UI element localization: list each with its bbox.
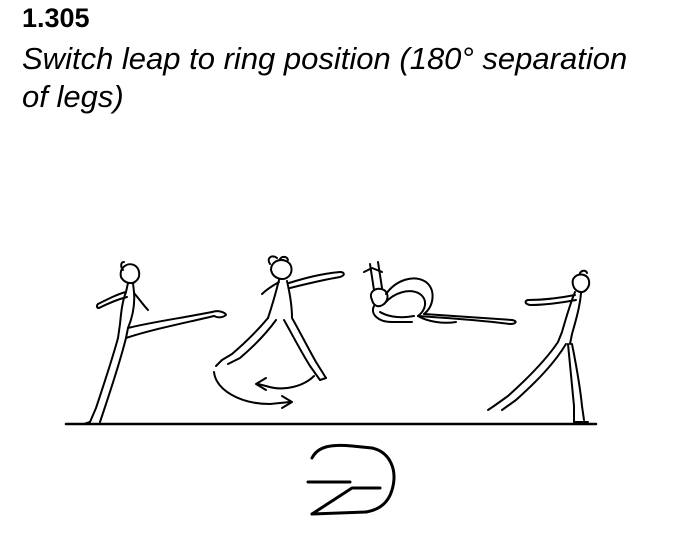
element-description: Switch leap to ring position (180° separ… (22, 41, 628, 114)
leap-illustration (0, 240, 683, 536)
gymnast-ring-leap-icon (363, 261, 517, 325)
gymnast-standing-kick-icon (83, 261, 227, 425)
gymnast-switch-mid-air-icon (215, 255, 345, 381)
switch-rotation-arrow-icon (213, 371, 315, 409)
gymnast-landing-icon (487, 269, 591, 423)
symbol-notation-icon (306, 443, 396, 516)
element-code: 1.305 (22, 3, 90, 33)
